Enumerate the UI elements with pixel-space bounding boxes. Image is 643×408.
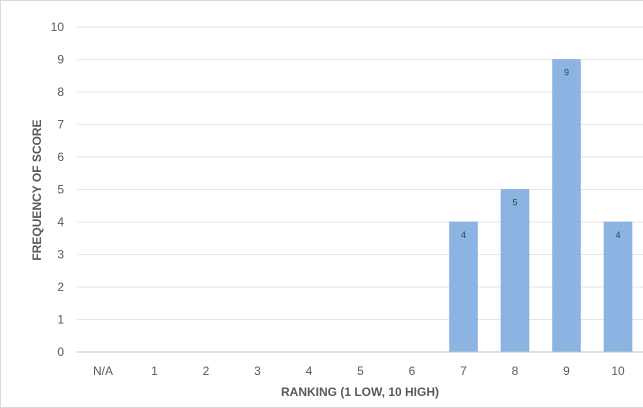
x-tick-label: 7	[460, 364, 467, 378]
x-tick-labels: N/A 1 2 3 4 5 6 7 8 9 10	[93, 364, 625, 378]
x-tick-label: 4	[306, 364, 313, 378]
data-label-7: 4	[461, 230, 466, 240]
data-label-9: 9	[564, 68, 569, 78]
y-tick-label: 6	[57, 150, 64, 164]
y-tick-label: 10	[51, 20, 65, 34]
x-tick-label: 1	[151, 364, 158, 378]
y-tick-label: 1	[57, 313, 64, 327]
x-tick-label: N/A	[93, 364, 113, 378]
bar-7	[449, 221, 478, 353]
bar-8	[500, 189, 530, 353]
data-label-8: 5	[512, 198, 517, 208]
x-tick-label: 9	[563, 364, 570, 378]
x-tick-label: 3	[254, 364, 261, 378]
bars	[449, 59, 633, 353]
y-tick-label: 9	[57, 53, 64, 67]
bar-10	[603, 221, 633, 353]
y-tick-label: 0	[57, 345, 64, 359]
x-axis-title: RANKING (1 LOW, 10 HIGH)	[281, 385, 439, 399]
x-tick-label: 5	[357, 364, 364, 378]
x-tick-label: 8	[512, 364, 519, 378]
y-tick-labels: 0 1 2 3 4 5 6 7 8 9 10	[51, 20, 65, 359]
y-tick-label: 2	[57, 280, 64, 294]
x-tick-label: 2	[203, 364, 210, 378]
y-tick-label: 8	[57, 85, 64, 99]
data-labels: 4 5 9 4	[461, 68, 621, 241]
y-tick-label: 7	[57, 118, 64, 132]
x-tick-label: 6	[409, 364, 416, 378]
y-tick-label: 5	[57, 183, 64, 197]
gridlines	[77, 26, 643, 320]
y-tick-label: 3	[57, 248, 64, 262]
x-tick-label: 10	[611, 364, 625, 378]
bar-9	[552, 59, 581, 353]
data-label-10: 4	[615, 230, 620, 240]
y-axis-title: FREQUENCY OF SCORE	[30, 119, 44, 260]
y-tick-label: 4	[57, 215, 64, 229]
